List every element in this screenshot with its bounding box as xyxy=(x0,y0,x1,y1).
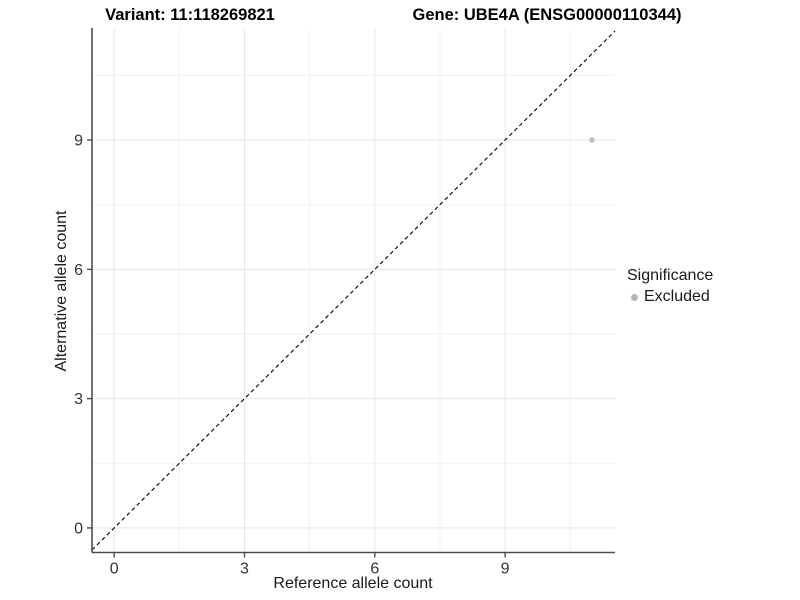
x-tick-label: 3 xyxy=(240,561,249,578)
y-tick-label: 3 xyxy=(74,391,83,408)
variant-title: Variant: 11:118269821 xyxy=(105,6,275,24)
x-tick-label: 9 xyxy=(501,561,510,578)
legend-item: Excluded xyxy=(627,288,713,306)
identity-line xyxy=(91,30,616,551)
x-tick-label: 0 xyxy=(110,561,119,578)
data-point-excluded xyxy=(589,137,595,143)
legend-title: Significance xyxy=(627,267,714,284)
legend-items: Excluded xyxy=(627,288,713,306)
x-axis-label: Reference allele count xyxy=(273,575,433,592)
y-tick-label: 6 xyxy=(74,262,83,279)
gene-title: Gene: UBE4A (ENSG00000110344) xyxy=(412,6,682,24)
y-axis-label: Alternative allele count xyxy=(53,210,70,372)
legend-item-label: Excluded xyxy=(644,288,710,305)
legend-point-icon xyxy=(631,293,638,301)
y-tick-label: 9 xyxy=(74,133,83,150)
x-tick-label: 6 xyxy=(370,561,379,578)
legend: Significance Excluded xyxy=(627,267,713,306)
y-tick-label: 0 xyxy=(74,520,83,537)
